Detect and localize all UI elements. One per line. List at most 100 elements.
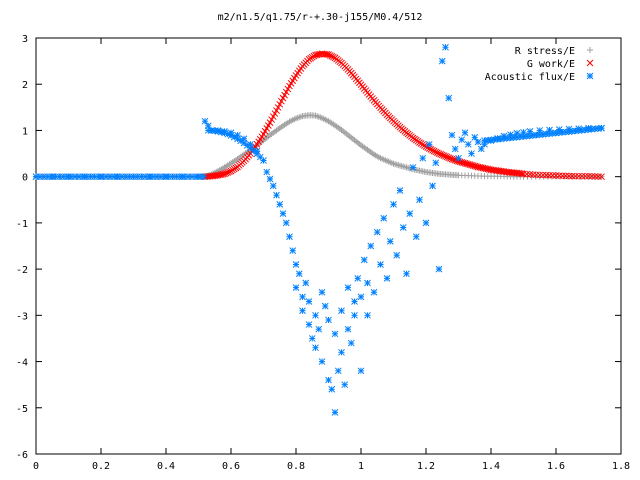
x-tick-label: 1.2 xyxy=(417,461,435,472)
data-point xyxy=(455,154,462,162)
x-tick-label: 0.8 xyxy=(287,461,305,472)
y-tick-label: -5 xyxy=(16,404,28,415)
data-point xyxy=(273,191,280,199)
data-point xyxy=(396,187,404,194)
data-point xyxy=(575,172,583,180)
data-point xyxy=(364,279,371,287)
data-point xyxy=(598,124,605,132)
data-point xyxy=(302,279,310,287)
series-2 xyxy=(32,43,605,416)
data-point xyxy=(292,284,300,291)
y-tick-label: -2 xyxy=(16,265,28,276)
data-point xyxy=(370,288,378,296)
data-point xyxy=(461,129,469,137)
data-point xyxy=(273,107,280,114)
legend-label: G work/E xyxy=(527,59,575,70)
data-point xyxy=(581,172,589,180)
data-point xyxy=(390,201,397,208)
data-point xyxy=(299,293,306,301)
x-tick-label: 1.8 xyxy=(612,461,630,472)
x-tick-label: 0.6 xyxy=(222,461,240,472)
data-point xyxy=(325,376,332,384)
data-point xyxy=(429,182,436,190)
data-point xyxy=(357,293,365,301)
y-tick-label: 2 xyxy=(22,80,28,91)
data-point xyxy=(274,104,282,111)
data-point xyxy=(330,53,337,61)
data-point xyxy=(312,344,319,352)
data-point xyxy=(325,316,332,324)
y-tick-label: -4 xyxy=(16,358,28,369)
data-point xyxy=(471,134,479,141)
data-point xyxy=(338,307,345,315)
data-point xyxy=(458,136,466,144)
data-point xyxy=(578,172,586,180)
data-point xyxy=(286,233,293,241)
series-layer xyxy=(32,43,605,416)
data-point xyxy=(308,335,316,342)
plot-frame xyxy=(35,37,622,455)
data-point xyxy=(406,210,414,217)
chart-title: m2/n1.5/q1.75/r-+.30-j155/M0.4/512 xyxy=(218,12,423,23)
data-point xyxy=(549,172,557,179)
data-point xyxy=(344,284,352,291)
data-point xyxy=(331,409,339,416)
x-tick-label: 0.2 xyxy=(92,461,110,472)
data-point xyxy=(432,159,440,167)
x-tick-label: 1.4 xyxy=(482,461,500,472)
data-point xyxy=(278,97,285,105)
data-point xyxy=(266,175,274,183)
data-point xyxy=(416,196,423,204)
data-point xyxy=(315,325,323,333)
data-point xyxy=(380,214,388,222)
data-point xyxy=(256,153,264,161)
data-point xyxy=(226,168,233,176)
data-point xyxy=(269,182,277,190)
data-point xyxy=(312,311,319,319)
data-point xyxy=(289,247,297,254)
data-point xyxy=(334,367,342,375)
data-point xyxy=(477,145,485,153)
data-point xyxy=(434,149,441,157)
data-point xyxy=(328,385,336,393)
data-point xyxy=(341,381,349,389)
y-tick-label: -3 xyxy=(16,311,28,322)
series-1 xyxy=(201,50,605,181)
data-point xyxy=(367,242,375,250)
data-point xyxy=(305,298,313,305)
data-point xyxy=(432,148,440,156)
data-point xyxy=(326,52,334,59)
data-point xyxy=(442,43,449,51)
data-point xyxy=(292,261,300,268)
data-point xyxy=(445,94,453,102)
y-tick-label: 0 xyxy=(22,173,28,184)
data-point xyxy=(263,168,271,176)
data-point xyxy=(451,145,459,153)
x-tick-label: 0 xyxy=(33,461,39,472)
data-point xyxy=(328,52,336,60)
legend: R stress/E G work/E Acoustic flux/E xyxy=(485,46,594,83)
data-point xyxy=(429,146,436,154)
data-point xyxy=(425,140,433,148)
data-point xyxy=(464,140,472,148)
data-point xyxy=(276,100,284,108)
y-axis: 3 2 1 0 -1 -2 -3 -4 -5 -6 xyxy=(16,34,621,461)
data-point xyxy=(555,172,563,179)
data-point xyxy=(295,270,303,278)
data-point xyxy=(279,210,287,217)
data-point xyxy=(325,51,332,58)
data-point xyxy=(360,256,368,264)
data-point xyxy=(383,275,391,282)
data-point xyxy=(344,325,352,333)
y-tick-label: -1 xyxy=(16,219,28,230)
data-point xyxy=(399,224,407,231)
data-point xyxy=(448,131,456,139)
data-point xyxy=(305,321,313,328)
data-point xyxy=(276,201,284,208)
legend-label: R stress/E xyxy=(515,46,575,57)
data-point xyxy=(386,238,394,245)
data-point xyxy=(338,348,345,356)
data-point xyxy=(354,275,362,282)
data-point xyxy=(201,117,209,125)
